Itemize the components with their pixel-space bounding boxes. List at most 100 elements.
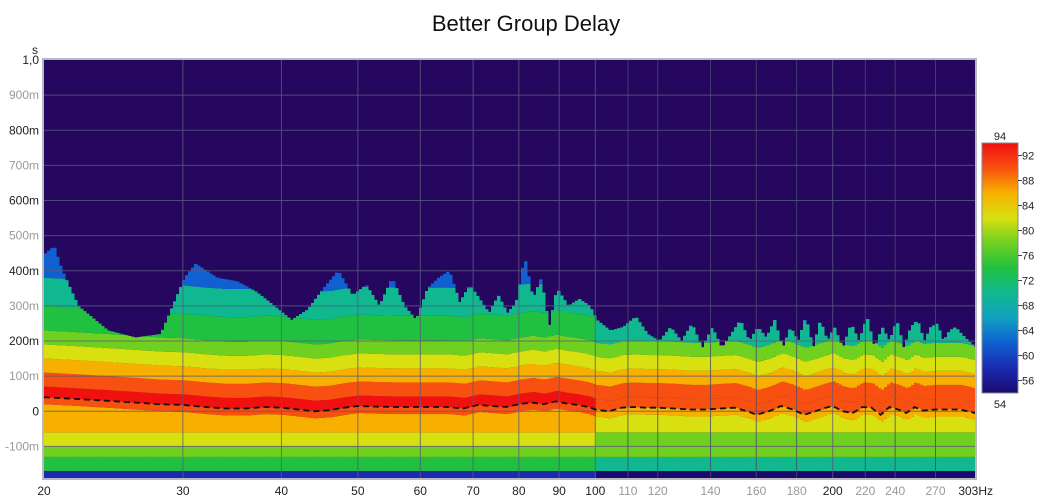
- heatmap-cell: [572, 302, 576, 313]
- heatmap-cell: [872, 343, 876, 356]
- heatmap-cell: [518, 470, 522, 478]
- colorbar-scale: [981, 142, 1019, 394]
- heatmap-cell: [407, 446, 411, 457]
- heatmap-cell: [428, 432, 432, 447]
- heatmap-cell: [554, 446, 558, 457]
- heatmap-cell: [377, 339, 381, 354]
- heatmap-cell: [686, 409, 690, 417]
- heatmap-cell: [350, 396, 354, 407]
- heatmap-cell: [452, 470, 456, 478]
- heatmap-cell: [275, 456, 279, 471]
- heatmap-cell: [695, 446, 699, 457]
- heatmap-cell: [803, 375, 807, 390]
- heatmap-cell: [500, 446, 504, 457]
- heatmap-cell: [806, 432, 810, 447]
- heatmap-cell: [965, 400, 969, 411]
- heatmap-cell: [140, 378, 144, 393]
- heatmap-cell: [572, 379, 576, 394]
- heatmap-cell: [71, 446, 75, 457]
- heatmap-cell: [734, 446, 738, 457]
- heatmap-cell: [44, 470, 48, 478]
- heatmap-cell: [653, 470, 657, 478]
- heatmap-cell: [590, 414, 594, 433]
- heatmap-cell: [404, 354, 408, 369]
- heatmap-cell: [587, 340, 591, 355]
- heatmap-cell: [479, 300, 483, 314]
- heatmap-cell: [506, 456, 510, 471]
- heatmap-cell: [605, 410, 609, 418]
- heatmap-cell: [617, 446, 621, 457]
- heatmap-cell: [347, 288, 351, 317]
- heatmap-cell: [116, 348, 120, 363]
- heatmap-cell: [779, 368, 783, 383]
- heatmap-cell: [392, 396, 396, 407]
- heatmap-cell: [338, 456, 342, 471]
- heatmap-cell: [866, 396, 870, 408]
- heatmap-cell: [125, 470, 129, 478]
- heatmap-cell: [86, 446, 90, 457]
- heatmap-cell: [731, 397, 735, 408]
- heatmap-cell: [884, 470, 888, 478]
- heatmap-cell: [173, 366, 177, 381]
- heatmap-cell: [752, 432, 756, 447]
- heatmap-cell: [611, 329, 615, 344]
- heatmap-cell: [545, 393, 549, 404]
- heatmap-cell: [206, 470, 210, 478]
- heatmap-cell: [671, 397, 675, 409]
- heatmap-cell: [905, 373, 909, 388]
- heatmap-cell: [698, 446, 702, 457]
- heatmap-cell: [962, 399, 966, 410]
- heatmap-cell: [278, 354, 282, 369]
- heatmap-cell: [521, 267, 525, 285]
- heatmap-cell: [74, 456, 78, 471]
- heatmap-cell: [932, 470, 936, 478]
- heatmap-cell: [410, 407, 414, 415]
- heatmap-cell: [620, 415, 624, 433]
- heatmap-cell: [365, 339, 369, 354]
- heatmap-cell: [902, 432, 906, 447]
- heatmap-cell: [539, 279, 543, 285]
- heatmap-cell: [632, 368, 636, 383]
- heatmap-cell: [242, 415, 246, 433]
- heatmap-cell: [926, 417, 930, 433]
- heatmap-cell: [113, 456, 117, 471]
- heatmap-cell: [134, 337, 138, 350]
- heatmap-cell: [53, 247, 57, 279]
- heatmap-cell: [680, 415, 684, 433]
- heatmap-cell: [851, 402, 855, 413]
- heatmap-cell: [443, 414, 447, 433]
- heatmap-cell: [293, 317, 297, 343]
- heatmap-cell: [299, 314, 303, 319]
- heatmap-cell: [128, 432, 132, 447]
- heatmap-cell: [824, 415, 828, 433]
- heatmap-cell: [713, 398, 717, 409]
- heatmap-cell: [758, 432, 762, 447]
- heatmap-cell: [50, 372, 54, 387]
- heatmap-cell: [614, 399, 618, 410]
- heatmap-cell: [263, 340, 267, 355]
- heatmap-cell: [452, 354, 456, 369]
- heatmap-cell: [827, 414, 831, 433]
- heatmap-cell: [200, 315, 204, 340]
- heatmap-cell: [938, 398, 942, 410]
- heatmap-cell: [665, 397, 669, 409]
- heatmap-cell: [398, 470, 402, 478]
- heatmap-cell: [230, 317, 234, 342]
- heatmap-cell: [659, 383, 663, 398]
- heatmap-cell: [938, 446, 942, 457]
- heatmap-cell: [497, 353, 501, 368]
- heatmap-cell: [77, 332, 81, 347]
- heatmap-cell: [593, 470, 597, 478]
- heatmap-cell: [50, 397, 54, 405]
- heatmap-cell: [104, 347, 108, 362]
- heatmap-cell: [194, 413, 198, 433]
- heatmap-cell: [584, 367, 588, 382]
- heatmap-cell: [395, 396, 399, 408]
- heatmap-cell: [845, 387, 849, 402]
- heatmap-cell: [818, 399, 822, 411]
- heatmap-cell: [878, 374, 882, 389]
- heatmap-cell: [191, 314, 195, 339]
- heatmap-cell: [50, 432, 54, 447]
- heatmap-cell: [143, 410, 147, 433]
- heatmap-cell: [437, 446, 441, 457]
